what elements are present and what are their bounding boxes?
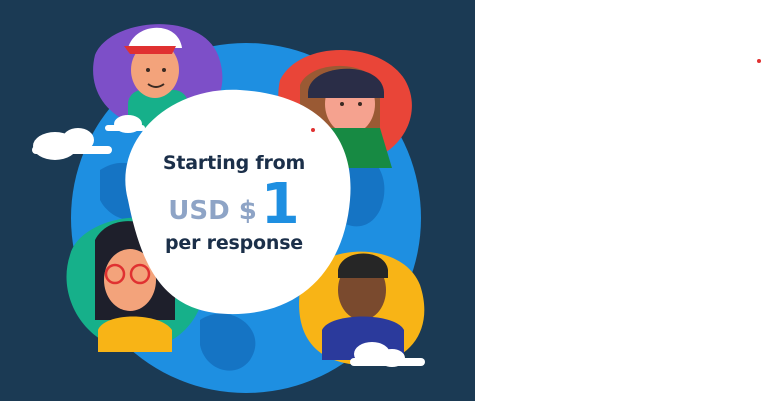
price-callout: Starting from USD $ 1 per response [118, 92, 350, 314]
blank-area [475, 0, 763, 401]
price-row: USD $ 1 [168, 171, 300, 237]
price-suffix: per response [164, 232, 303, 255]
cloud-icon [105, 115, 145, 133]
red-dot-marker [311, 128, 315, 132]
price-currency: USD $ [168, 196, 257, 227]
promo-banner: Starting from USD $ 1 per response [0, 0, 475, 401]
price-amount: 1 [260, 171, 300, 237]
person-avatar [299, 251, 425, 365]
price-prefix: Starting from [162, 151, 306, 174]
cloud-icon [350, 342, 425, 367]
red-dot-marker [757, 59, 761, 63]
price-bubble-shape [125, 89, 351, 315]
globe-illustration [32, 24, 425, 393]
cloud-icon [32, 128, 112, 160]
